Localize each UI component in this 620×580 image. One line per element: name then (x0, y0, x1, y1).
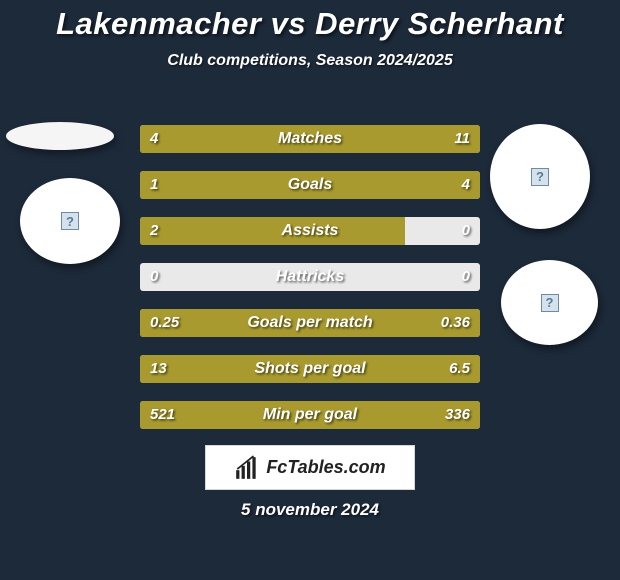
placeholder-icon: ? (541, 294, 559, 312)
barchart-icon (234, 455, 260, 481)
infographic: Lakenmacher vs Derry Scherhant Club comp… (0, 0, 620, 580)
stats-bars: 411Matches14Goals20Assists00Hattricks0.2… (140, 125, 480, 447)
stat-row: 521336Min per goal (140, 401, 480, 429)
date-text: 5 november 2024 (0, 500, 620, 520)
player-left-avatar: ? (20, 178, 120, 264)
stat-row: 0 0Hattricks (140, 263, 480, 291)
stat-label: Hattricks (140, 263, 480, 291)
player-right-avatar-2: ? (501, 260, 598, 345)
stat-value-right: 0 (462, 263, 470, 291)
stat-row: 20Assists (140, 217, 480, 245)
stat-bar-left (140, 401, 347, 429)
stat-bar-right (368, 355, 480, 383)
stat-bar-left (140, 355, 368, 383)
decor-ellipse (6, 122, 114, 150)
stat-value-right: 0 (462, 217, 470, 245)
stat-bar-right (279, 309, 480, 337)
source-badge: FcTables.com (205, 445, 415, 490)
stat-row: 14Goals (140, 171, 480, 199)
placeholder-icon: ? (531, 168, 549, 186)
stat-row: 0.250.36Goals per match (140, 309, 480, 337)
stat-bar-right (208, 171, 480, 199)
stat-bar-left (140, 171, 208, 199)
stat-value-left: 0 (150, 263, 158, 291)
source-badge-text: FcTables.com (266, 457, 385, 478)
stat-bar-left (140, 125, 232, 153)
page-title: Lakenmacher vs Derry Scherhant (0, 6, 620, 42)
player-right-avatar-1: ? (490, 124, 590, 229)
stat-bar-right (232, 125, 480, 153)
stat-bar-right (347, 401, 480, 429)
subtitle: Club competitions, Season 2024/2025 (0, 52, 620, 70)
stat-row: 136.5Shots per goal (140, 355, 480, 383)
stat-row: 411Matches (140, 125, 480, 153)
placeholder-icon: ? (61, 212, 79, 230)
stat-bar-left (140, 217, 405, 245)
stat-bar-left (140, 309, 279, 337)
